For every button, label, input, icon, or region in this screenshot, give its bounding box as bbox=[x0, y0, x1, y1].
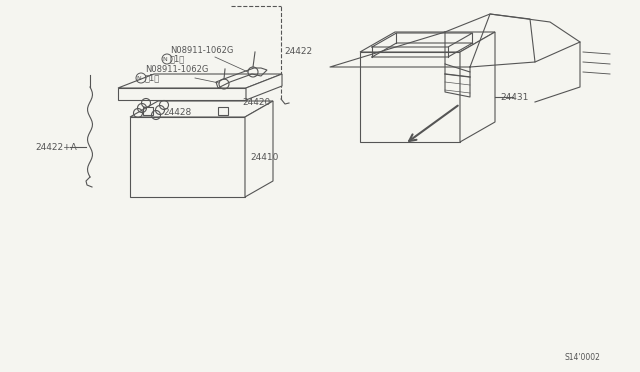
Polygon shape bbox=[130, 117, 245, 197]
Text: N08911-1062G: N08911-1062G bbox=[145, 65, 209, 74]
Polygon shape bbox=[360, 32, 495, 52]
Text: 24420: 24420 bbox=[242, 98, 270, 107]
Polygon shape bbox=[118, 74, 282, 88]
Text: N: N bbox=[163, 57, 168, 61]
Polygon shape bbox=[246, 74, 282, 100]
Text: 24428: 24428 bbox=[163, 108, 191, 117]
Bar bbox=[143, 107, 153, 115]
Polygon shape bbox=[130, 101, 273, 117]
Polygon shape bbox=[360, 52, 460, 142]
Text: N: N bbox=[136, 76, 141, 80]
Text: N08911-1062G: N08911-1062G bbox=[170, 46, 234, 55]
Polygon shape bbox=[245, 101, 273, 197]
Polygon shape bbox=[118, 88, 246, 100]
Text: 24410: 24410 bbox=[250, 153, 278, 161]
Bar bbox=[218, 107, 228, 115]
Text: （1）: （1） bbox=[145, 73, 160, 82]
Text: S14'0002: S14'0002 bbox=[564, 353, 600, 362]
Text: 24431: 24431 bbox=[500, 93, 529, 102]
Text: 24422: 24422 bbox=[284, 46, 312, 55]
Text: 24422+A: 24422+A bbox=[35, 142, 77, 151]
Polygon shape bbox=[460, 32, 495, 142]
Text: （1）: （1） bbox=[170, 54, 185, 63]
